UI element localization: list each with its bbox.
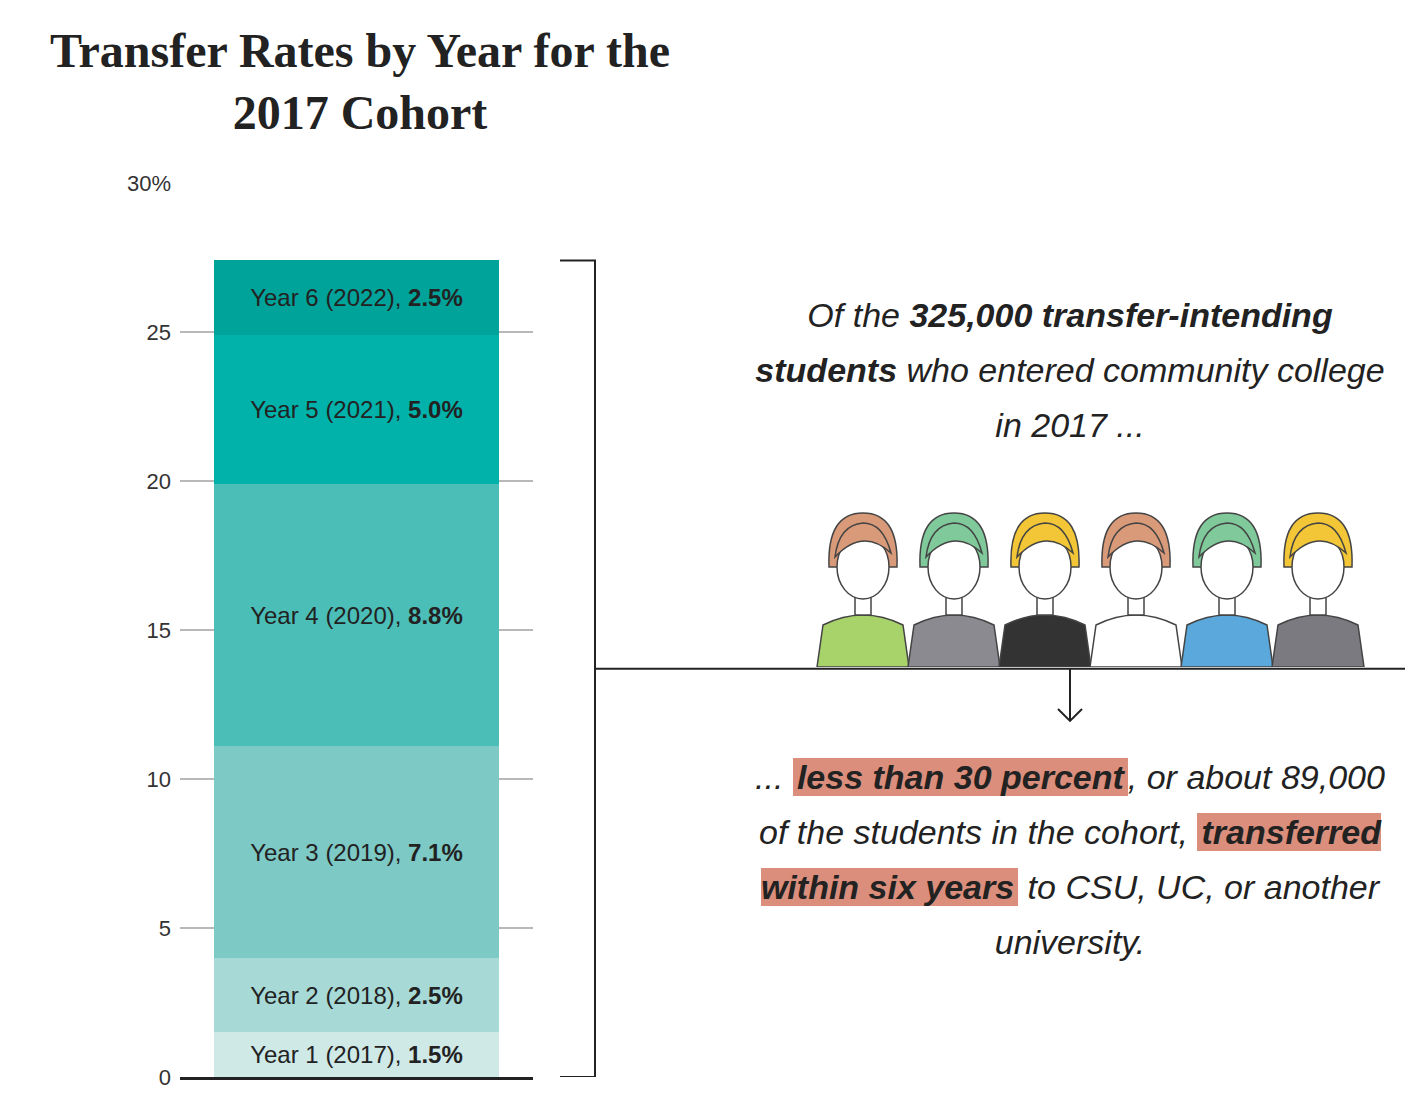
svg-text:15: 15 xyxy=(147,618,171,643)
svg-text:Year 2 (2018), 2.5%: Year 2 (2018), 2.5% xyxy=(250,982,463,1009)
svg-text:0: 0 xyxy=(159,1065,171,1090)
svg-text:Year 3 (2019), 7.1%: Year 3 (2019), 7.1% xyxy=(250,839,463,866)
svg-text:25: 25 xyxy=(147,320,171,345)
svg-text:Year 5 (2021), 5.0%: Year 5 (2021), 5.0% xyxy=(250,396,463,423)
svg-text:Year 1 (2017), 1.5%: Year 1 (2017), 1.5% xyxy=(250,1041,463,1068)
svg-text:5: 5 xyxy=(159,916,171,941)
svg-text:Year 4 (2020), 8.8%: Year 4 (2020), 8.8% xyxy=(250,602,463,629)
svg-text:30%: 30% xyxy=(127,171,171,196)
svg-text:10: 10 xyxy=(147,767,171,792)
html-text:... less than 30 percent, or a: ... less than 30 percent, or about 89,00… xyxy=(755,758,1385,961)
html-text:Of the 325,000 transfer-intend: Of the 325,000 transfer-intending studen… xyxy=(755,296,1385,444)
svg-text:20: 20 xyxy=(147,469,171,494)
html-text:Transfer Rates by Year for the: Transfer Rates by Year for the 2017 Coho… xyxy=(50,24,670,139)
svg-text:Year 6 (2022), 2.5%: Year 6 (2022), 2.5% xyxy=(250,284,463,311)
